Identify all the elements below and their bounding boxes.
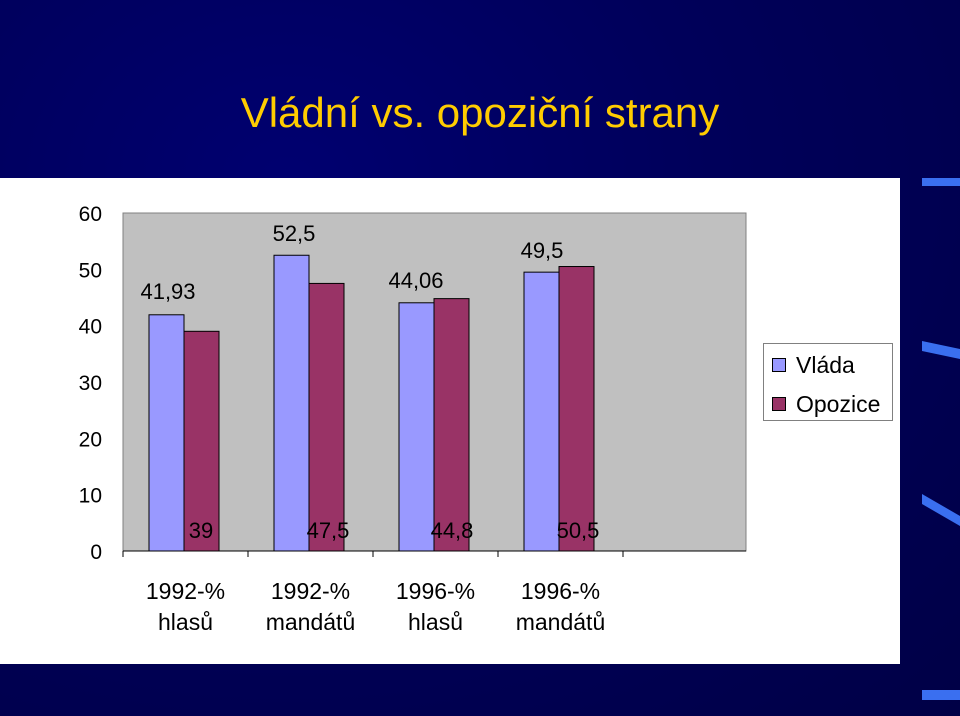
y-tick-label: 30: [79, 372, 102, 395]
data-label-opozice: 47,5: [307, 518, 350, 543]
bar-opozice: [183, 330, 220, 552]
slide-title-text: Vládní vs. opoziční strany: [240, 89, 720, 136]
decor-stripe: [922, 690, 960, 700]
x-category-label: mandátů: [516, 609, 606, 635]
data-label-vlada: 41,93: [140, 279, 195, 304]
y-tick-label: 10: [79, 485, 102, 508]
x-category-label: mandátů: [266, 609, 356, 635]
legend-swatch-vlada: [772, 358, 786, 372]
chart-area-left: [0, 178, 62, 664]
decor-stripe: [922, 178, 960, 186]
legend-label-vlada: Vláda: [796, 352, 855, 378]
x-category-label: hlasů: [408, 609, 463, 635]
x-category-label: 1992-%: [146, 578, 225, 604]
legend-item-vlada: Vláda: [772, 352, 855, 378]
x-category-label: 1996-%: [521, 578, 600, 604]
data-label-vlada: 49,5: [521, 238, 564, 263]
bar-vlada: [273, 254, 310, 552]
chart-legend: Vláda Opozice: [763, 343, 893, 421]
slide-title: Vládní vs. opoziční strany: [0, 88, 960, 138]
x-category-label: 1996-%: [396, 578, 475, 604]
bar-chart: 0 10 20 30 40 50 60 1992-% hlasů 1992-% mandátů 199…: [79, 203, 747, 635]
y-tick-label: 40: [79, 316, 102, 339]
y-tick-label: 60: [79, 203, 102, 226]
bar-opozice: [308, 282, 345, 552]
legend-item-opozice: Opozice: [772, 391, 880, 417]
data-label-vlada: 44,06: [388, 268, 443, 293]
legend-label-opozice: Opozice: [796, 391, 881, 417]
bar-vlada: [148, 314, 185, 552]
legend-swatch-opozice: [772, 397, 786, 411]
y-tick-label: 50: [79, 259, 102, 282]
x-category-label: 1992-%: [271, 578, 350, 604]
data-label-opozice: 39: [189, 518, 213, 543]
bar-vlada: [398, 302, 435, 552]
bar-opozice: [433, 298, 470, 552]
bar-opozice: [558, 266, 595, 552]
bar-vlada: [523, 271, 560, 552]
data-label-opozice: 50,5: [557, 518, 600, 543]
x-category-label: hlasů: [158, 609, 213, 635]
data-label-vlada: 52,5: [273, 221, 316, 246]
y-tick-label: 0: [90, 541, 102, 564]
y-tick-label: 20: [79, 428, 102, 451]
data-label-opozice: 44,8: [431, 518, 474, 543]
